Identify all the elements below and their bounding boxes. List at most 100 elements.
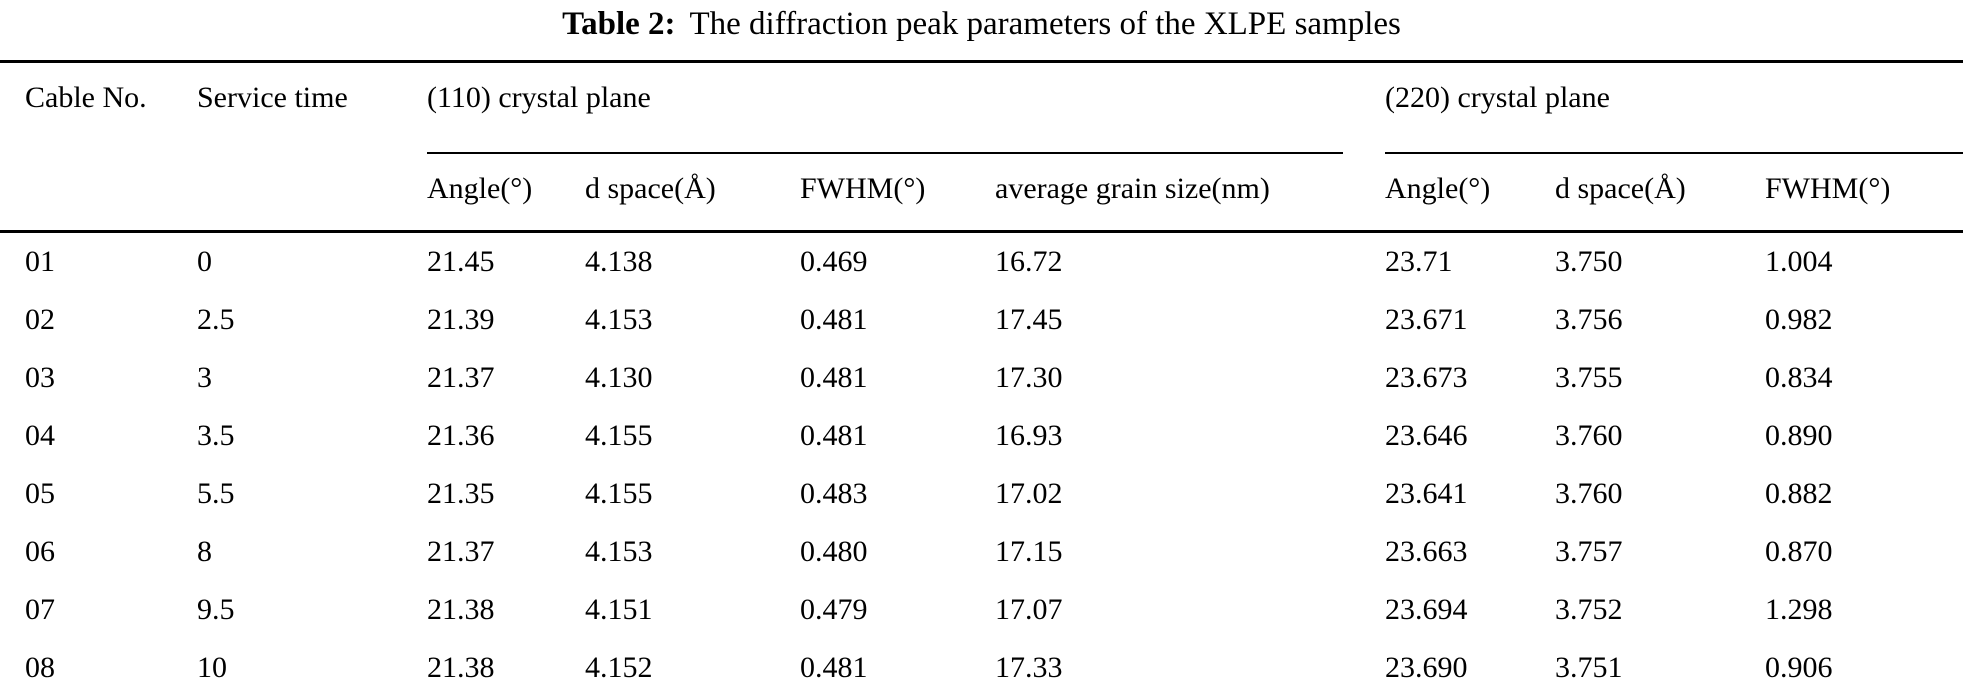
table-cell: 0.882 — [1765, 477, 1833, 510]
table-cell: 03 — [25, 361, 55, 394]
table-cell: 17.45 — [995, 303, 1063, 336]
subheader-110-dspace: d space(Å) — [585, 154, 800, 233]
table-cell: 0.890 — [1765, 419, 1833, 452]
table-row: 06 8 21.37 4.153 0.480 17.15 23.663 3.757 0.870 — [0, 523, 1963, 581]
table-cell: 21.39 — [427, 303, 495, 336]
table-cell: 21.35 — [427, 477, 495, 510]
table-cell: 23.671 — [1385, 303, 1468, 336]
table-cell: 4.153 — [585, 535, 653, 568]
table-cell: 23.694 — [1385, 593, 1468, 626]
table-cell: 05 — [25, 477, 55, 510]
group-header-220: (220) crystal plane — [1385, 60, 1963, 154]
table-cell: 4.138 — [585, 245, 653, 278]
table-cell: 3.760 — [1555, 477, 1623, 510]
table-cell: 17.02 — [995, 477, 1063, 510]
group-header-110: (110) crystal plane — [427, 60, 1385, 154]
table-cell: 1.004 — [1765, 245, 1833, 278]
table-cell: 0.481 — [800, 639, 995, 681]
table-cell: 0.481 — [800, 419, 868, 452]
table-cell: 16.93 — [995, 419, 1063, 452]
col-header-service-time: Service time — [197, 60, 427, 154]
table-row: 07 9.5 21.38 4.151 0.479 17.07 23.694 3.752 1.29… — [0, 581, 1963, 639]
table-cell: 3.755 — [1555, 361, 1623, 394]
table-cell: 21.45 — [427, 245, 495, 278]
table-cell: 3.5 — [197, 419, 235, 452]
table-cell: 0.834 — [1765, 361, 1833, 394]
subheader-220-dspace: d space(Å) — [1555, 154, 1765, 233]
table-cell: 0.982 — [1765, 303, 1833, 336]
subheader-110-fwhm: FWHM(°) — [800, 154, 995, 233]
subheader-220-fwhm: FWHM(°) — [1765, 154, 1963, 233]
table-cell: 17.15 — [995, 535, 1063, 568]
table-cell: 0 — [197, 245, 212, 278]
table-cell: 4.152 — [585, 639, 800, 681]
table-header-row-groups: Cable No. Service time (110) crystal pla… — [0, 60, 1963, 154]
table-cell: 3.751 — [1555, 639, 1765, 681]
group-header-110-label: (110) crystal plane — [427, 81, 651, 114]
table-cell: 23.71 — [1385, 245, 1453, 278]
table-cell: 3.756 — [1555, 303, 1623, 336]
table-cell: 04 — [25, 419, 55, 452]
table-header-row-subcolumns: Angle(°) d space(Å) FWHM(°) average grai… — [0, 154, 1963, 233]
group-rule-220 — [1385, 152, 1963, 154]
table-cell: 02 — [25, 303, 55, 336]
table-cell: 17.30 — [995, 361, 1063, 394]
table-cell: 3 — [197, 361, 212, 394]
table-cell: 4.130 — [585, 361, 653, 394]
table-cell: 23.673 — [1385, 361, 1468, 394]
table-cell: 3.757 — [1555, 535, 1623, 568]
table-cell: 21.38 — [427, 593, 495, 626]
table-cell: 23.641 — [1385, 477, 1468, 510]
table-cell: 3.752 — [1555, 593, 1623, 626]
table-row: 08 10 21.38 4.152 0.481 17.33 23.690 3.751 0.906 — [0, 639, 1963, 681]
group-rule-110 — [427, 152, 1343, 154]
table-row: 05 5.5 21.35 4.155 0.483 17.02 23.641 3.760 0.88… — [0, 465, 1963, 523]
table-row: 01 0 21.45 4.138 0.469 16.72 23.71 3.750 1.004 — [0, 232, 1963, 292]
diffraction-table: Cable No. Service time (110) crystal pla… — [0, 60, 1963, 681]
table-cell: 0.479 — [800, 593, 868, 626]
table-cell: 0.481 — [800, 303, 868, 336]
table-caption-label: Table 2: — [562, 6, 676, 42]
table-cell: 17.07 — [995, 593, 1063, 626]
group-header-220-label: (220) crystal plane — [1385, 81, 1610, 114]
subheader-empty-cable — [0, 154, 197, 233]
table-cell: 23.646 — [1385, 419, 1468, 452]
table-cell: 9.5 — [197, 593, 235, 626]
table-cell: 23.663 — [1385, 535, 1468, 568]
table-cell: 0.483 — [800, 477, 868, 510]
table-cell: 3.750 — [1555, 245, 1623, 278]
table-cell: 10 — [197, 639, 427, 681]
table-cell: 21.37 — [427, 535, 495, 568]
table-cell: 5.5 — [197, 477, 235, 510]
table-cell: 3.760 — [1555, 419, 1623, 452]
table-cell: 8 — [197, 535, 212, 568]
subheader-empty-service — [197, 154, 427, 233]
table-cell: 21.37 — [427, 361, 495, 394]
table-cell: 01 — [25, 245, 55, 278]
table-cell: 21.38 — [427, 639, 585, 681]
subheader-220-angle: Angle(°) — [1385, 154, 1555, 233]
table-cell: 4.153 — [585, 303, 653, 336]
table-cell: 0.906 — [1765, 639, 1963, 681]
subheader-110-grain-size: average grain size(nm) — [995, 154, 1385, 233]
table-cell: 06 — [25, 535, 55, 568]
table-cell: 08 — [0, 639, 197, 681]
table-body: 01 0 21.45 4.138 0.469 16.72 23.71 3.750 1.004 02… — [0, 232, 1963, 681]
table-row: 04 3.5 21.36 4.155 0.481 16.93 23.646 3.760 0.89… — [0, 407, 1963, 465]
subheader-110-angle: Angle(°) — [427, 154, 585, 233]
table-cell: 4.155 — [585, 419, 653, 452]
table-cell: 0.481 — [800, 361, 868, 394]
col-header-cable-no: Cable No. — [0, 60, 197, 154]
table-cell: 1.298 — [1765, 593, 1833, 626]
table-cell: 4.155 — [585, 477, 653, 510]
table-caption-text: The diffraction peak parameters of the X… — [689, 6, 1401, 42]
table-cell: 0.469 — [800, 245, 868, 278]
table-cell: 0.480 — [800, 535, 868, 568]
table-row: 02 2.5 21.39 4.153 0.481 17.45 23.671 3.756 0.98… — [0, 291, 1963, 349]
table-caption: Table 2: The diffraction peak parameters … — [0, 0, 1963, 60]
table-cell: 16.72 — [995, 245, 1063, 278]
table-cell: 4.151 — [585, 593, 653, 626]
table-row: 03 3 21.37 4.130 0.481 17.30 23.673 3.755 0.834 — [0, 349, 1963, 407]
table-cell: 21.36 — [427, 419, 495, 452]
